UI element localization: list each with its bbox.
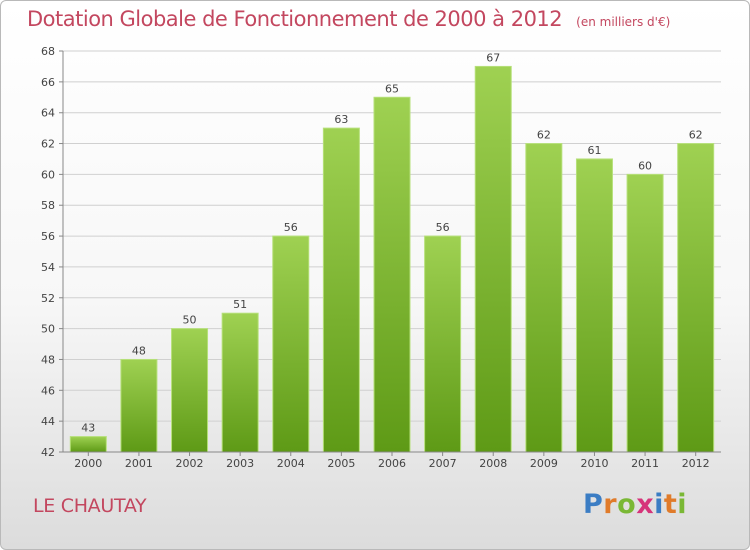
y-tick-label: 52 <box>41 292 55 305</box>
data-labels: 43 48 50 51 56 63 65 56 67 62 61 60 62 <box>81 51 702 434</box>
x-tick-label: 2006 <box>378 457 406 470</box>
y-tick-label: 42 <box>41 446 55 459</box>
bar <box>575 158 613 453</box>
x-tick-label: 2004 <box>277 457 305 470</box>
bar <box>373 96 411 453</box>
proxiti-logo[interactable]: Proxiti <box>583 489 687 520</box>
chart-title: Dotation Globale de Fonctionnement de 20… <box>27 7 563 31</box>
bars <box>69 65 715 453</box>
x-tick-label: 2002 <box>176 457 204 470</box>
bar <box>120 358 158 453</box>
y-tick-label: 50 <box>41 323 55 336</box>
logo-letter: i <box>654 489 664 520</box>
x-tick-label: 2011 <box>631 457 659 470</box>
data-label: 63 <box>334 113 348 126</box>
data-label: 62 <box>689 129 703 142</box>
bar <box>677 143 715 453</box>
data-label: 56 <box>436 221 450 234</box>
logo-letter: i <box>677 489 688 520</box>
data-label: 51 <box>233 298 247 311</box>
town-name: LE CHAUTAY <box>33 495 147 517</box>
bar <box>322 127 360 453</box>
bar <box>171 328 209 453</box>
y-tick-label: 46 <box>41 384 55 397</box>
data-label: 50 <box>183 314 197 327</box>
y-tick-label: 58 <box>41 199 55 212</box>
y-tick-label: 62 <box>41 138 55 151</box>
x-tick-label: 2000 <box>74 457 102 470</box>
x-tick-label: 2008 <box>479 457 507 470</box>
bar <box>474 65 512 453</box>
axes: 42 44 46 48 50 52 54 56 58 60 62 64 66 68 2000 2001 2002… <box>41 45 721 470</box>
bar <box>626 173 664 453</box>
bar <box>272 235 310 453</box>
x-tick-label: 2007 <box>429 457 457 470</box>
data-label: 56 <box>284 221 298 234</box>
logo-letter: t <box>663 489 678 520</box>
x-tick-label: 2012 <box>682 457 710 470</box>
data-label: 48 <box>132 344 146 357</box>
data-label: 67 <box>486 51 500 64</box>
x-tick-label: 2001 <box>125 457 153 470</box>
bar <box>221 312 259 453</box>
x-tick-label: 2003 <box>226 457 254 470</box>
bar <box>525 143 563 453</box>
x-tick-label: 2005 <box>327 457 355 470</box>
chart-subtitle: (en milliers d'€) <box>576 15 671 29</box>
data-label: 62 <box>537 129 551 142</box>
logo-letter: P <box>583 489 604 520</box>
y-tick-label: 64 <box>41 107 55 120</box>
y-tick-label: 56 <box>41 230 55 243</box>
logo-letter: r <box>603 489 618 520</box>
y-tick-label: 66 <box>41 76 55 89</box>
y-tick-label: 54 <box>41 261 55 274</box>
data-label: 65 <box>385 82 399 95</box>
data-label: 61 <box>587 144 601 157</box>
title-line: Dotation Globale de Fonctionnement de 20… <box>27 7 670 31</box>
x-tick-label: 2009 <box>530 457 558 470</box>
y-tick-label: 44 <box>41 415 55 428</box>
y-tick-label: 60 <box>41 168 55 181</box>
x-tick-label: 2010 <box>580 457 608 470</box>
data-label: 43 <box>81 422 95 435</box>
y-tick-label: 68 <box>41 45 55 58</box>
logo-letter: x <box>636 489 655 520</box>
bar <box>69 436 107 453</box>
data-label: 60 <box>638 159 652 172</box>
bar <box>424 235 462 453</box>
logo-letter: o <box>617 489 637 520</box>
y-tick-label: 48 <box>41 353 55 366</box>
